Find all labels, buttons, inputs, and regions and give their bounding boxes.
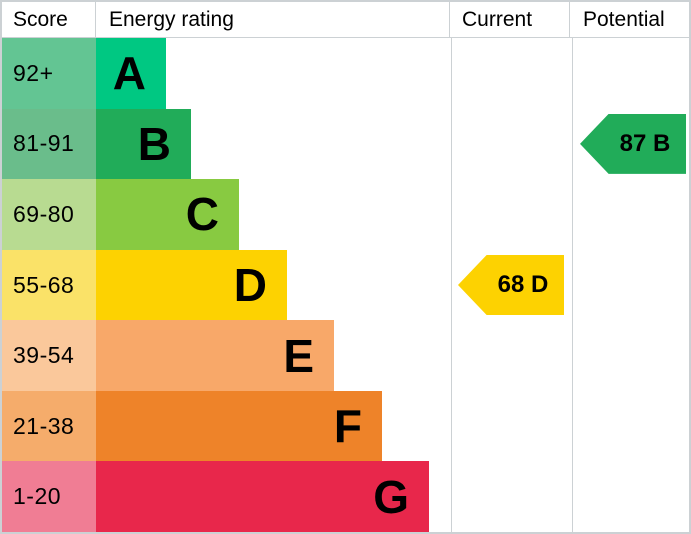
band-letter: B bbox=[137, 117, 171, 170]
current-rating-label: 68 D bbox=[497, 271, 549, 298]
score-range-label: 69-80 bbox=[2, 179, 96, 250]
band-bar: C bbox=[96, 179, 239, 250]
score-range-label: 81-91 bbox=[2, 108, 96, 180]
band-row-a: 92+ A bbox=[2, 38, 689, 109]
potential-rating-label: 87 B bbox=[619, 129, 671, 157]
score-range-label: 39-54 bbox=[2, 320, 96, 391]
header-potential: Potential bbox=[570, 2, 689, 38]
band-row-c: 69-80 C bbox=[2, 179, 689, 250]
score-range-label: 55-68 bbox=[2, 249, 96, 321]
band-bar: G bbox=[96, 461, 429, 532]
band-letter: A bbox=[112, 47, 146, 100]
band-row-e: 39-54 E bbox=[2, 320, 689, 391]
column-divider-current bbox=[451, 38, 452, 532]
band-bar: A bbox=[96, 38, 166, 109]
score-range-label: 21-38 bbox=[2, 390, 96, 462]
band-letter: F bbox=[333, 400, 362, 453]
band-row-g: 1-20 G bbox=[2, 461, 689, 532]
band-bar: B bbox=[96, 108, 191, 180]
score-range-label: 92+ bbox=[2, 38, 96, 109]
header-score: Score bbox=[2, 2, 96, 38]
band-letter: E bbox=[283, 329, 314, 382]
band-letter: C bbox=[185, 188, 219, 241]
band-bar: F bbox=[96, 390, 382, 462]
band-bar: D bbox=[96, 249, 287, 321]
band-row-d: 55-68 D bbox=[2, 249, 689, 321]
header-current: Current bbox=[450, 2, 570, 38]
band-row-f: 21-38 F bbox=[2, 390, 689, 462]
band-letter: G bbox=[373, 470, 409, 523]
band-rows: 92+ A 81-91 B 69-80 C 55-68 D 39-54 bbox=[2, 38, 689, 532]
band-row-b: 81-91 B bbox=[2, 108, 689, 180]
band-bar: E bbox=[96, 320, 334, 391]
band-letter: D bbox=[233, 259, 267, 312]
header-energy-rating: Energy rating bbox=[96, 2, 450, 38]
column-divider-potential bbox=[572, 38, 573, 532]
chart-header: Score Energy rating Current Potential bbox=[2, 2, 689, 38]
score-range-label: 1-20 bbox=[2, 461, 96, 532]
